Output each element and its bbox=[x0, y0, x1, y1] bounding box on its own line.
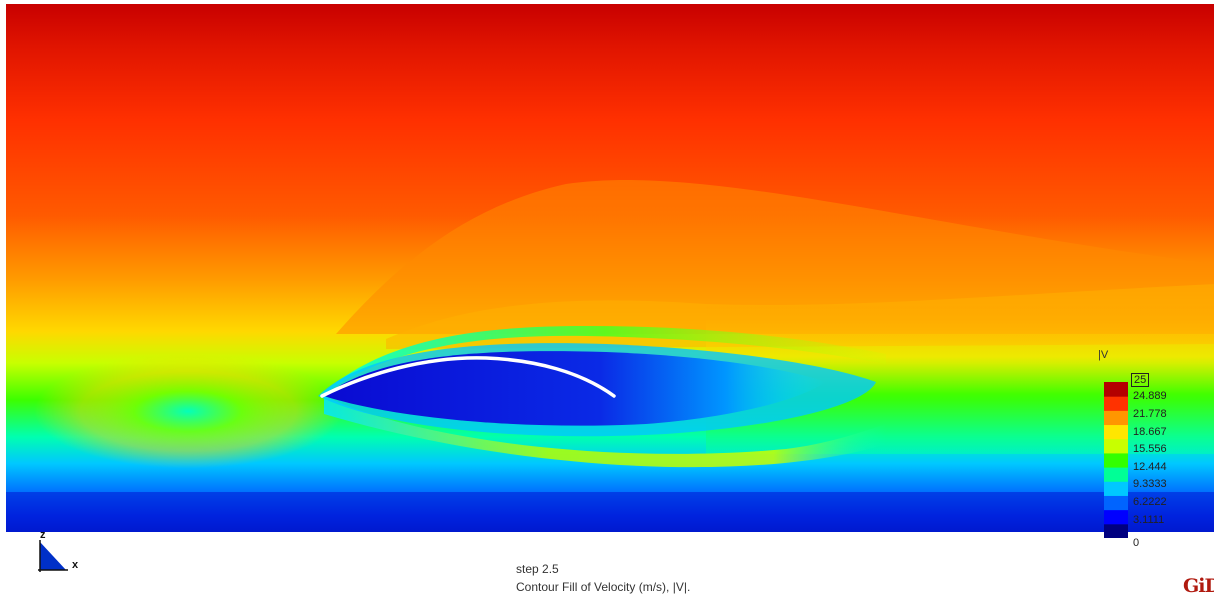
legend-label: 0 bbox=[1133, 537, 1140, 549]
legend-label: 3.1111 bbox=[1133, 514, 1165, 526]
legend-label: 12.444 bbox=[1133, 461, 1167, 473]
legend-color-step bbox=[1104, 452, 1128, 468]
legend-label: 15.556 bbox=[1133, 443, 1167, 455]
legend-color-step bbox=[1104, 467, 1128, 482]
wake-low-velocity bbox=[324, 351, 826, 426]
legend-title: |V bbox=[1098, 349, 1109, 361]
legend-color-step bbox=[1104, 495, 1128, 511]
legend-color-step bbox=[1104, 410, 1128, 426]
legend-color-bar bbox=[1104, 382, 1128, 538]
contour-caption: Contour Fill of Velocity (m/s), |V|. bbox=[516, 580, 691, 594]
legend-color-step bbox=[1104, 382, 1128, 397]
axis-z-label: z bbox=[40, 529, 46, 541]
legend-color-step bbox=[1104, 523, 1128, 538]
legend-label: 25 bbox=[1131, 373, 1150, 387]
legend-color-step bbox=[1104, 424, 1128, 440]
legend-label: 18.667 bbox=[1133, 426, 1167, 438]
contour-plot-viewport[interactable] bbox=[6, 4, 1214, 532]
legend-label: 9.3333 bbox=[1133, 478, 1167, 490]
legend-label: 21.778 bbox=[1133, 408, 1167, 420]
airfoil-surface bbox=[320, 356, 616, 398]
legend-label: 24.889 bbox=[1133, 390, 1167, 402]
legend-label: 6.2222 bbox=[1133, 496, 1167, 508]
axis-triad-icon bbox=[38, 540, 68, 572]
axis-x-label: x bbox=[72, 559, 79, 571]
boundary-layer-bottom bbox=[6, 492, 1214, 532]
velocity-contour-field bbox=[6, 4, 1214, 532]
shear-layer-lower bbox=[324, 396, 886, 468]
legend-color-step bbox=[1104, 509, 1128, 525]
legend-color-step bbox=[1104, 481, 1128, 496]
gid-logo: GiD bbox=[1183, 575, 1214, 597]
legend-color-step bbox=[1104, 438, 1128, 454]
shear-layer-upper bbox=[324, 326, 886, 394]
step-label: step 2.5 bbox=[516, 562, 559, 576]
legend-color-step bbox=[1104, 396, 1128, 411]
